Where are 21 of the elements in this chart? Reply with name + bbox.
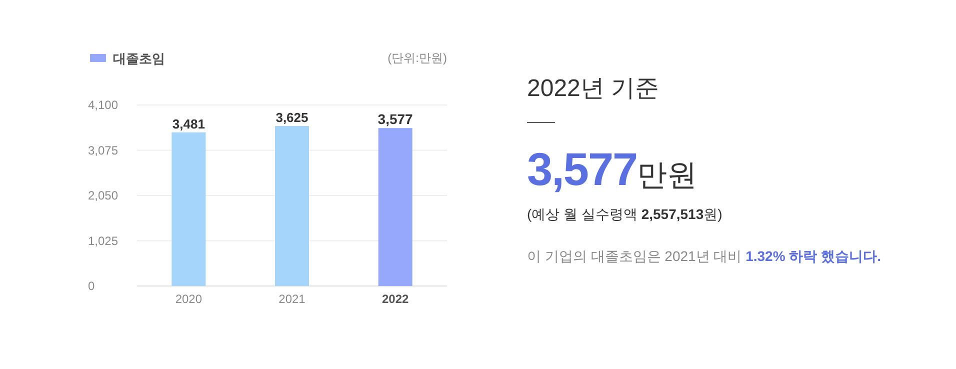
x-tick-label: 2021: [278, 292, 306, 306]
data-label: 3,577: [378, 111, 414, 128]
y-tick-label: 2,050: [88, 188, 118, 202]
text: 이 기업의 대졸초임은 2021년 대비: [527, 248, 743, 264]
legend-label: 대졸초임: [113, 51, 165, 66]
text: 2022년 기준: [527, 74, 660, 104]
text: 2,557,513: [641, 206, 704, 222]
text: (단위:만원): [388, 51, 447, 65]
text: 1.32% 하락 했습니다.: [746, 248, 881, 264]
y-tick-label: 4,100: [88, 98, 118, 112]
text: 만원: [637, 159, 698, 192]
y-tick-label: 0: [88, 279, 95, 293]
text: 3,577: [527, 143, 638, 195]
data-label: 3,625: [276, 110, 308, 125]
x-tick-label: 2020: [175, 292, 202, 306]
x-tick-label: 2022: [382, 292, 410, 306]
y-tick-label: 1,025: [88, 234, 118, 248]
text: (예상 월 실수령액: [527, 206, 638, 222]
y-tick-label: 3,075: [88, 143, 118, 158]
text: 원): [704, 206, 722, 222]
data-label: 3,481: [172, 116, 205, 132]
